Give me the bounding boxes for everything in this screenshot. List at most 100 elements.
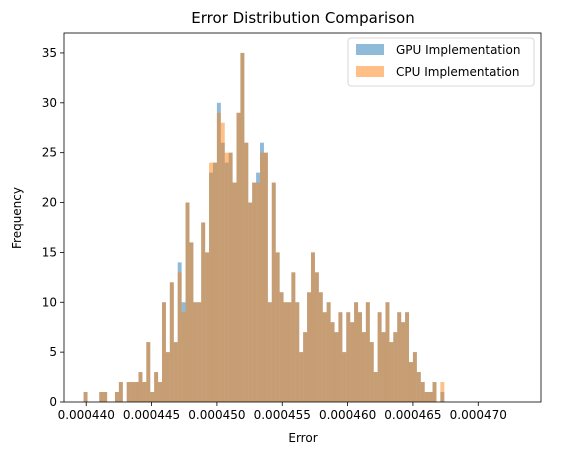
cpu-bar [118,382,123,402]
cpu-bar [377,312,382,402]
cpu-bar [310,252,315,402]
cpu-bar [181,312,186,402]
y-tick-label: 20 [42,196,57,210]
cpu-bar [177,272,182,402]
plot-frame [63,32,542,403]
cpu-bar [358,312,362,402]
cpu-bar [318,292,323,402]
cpu-bar [287,302,292,402]
cpu-bar [185,202,190,402]
cpu-bar [330,322,335,402]
cpu-bar [283,302,288,402]
cpu-bar [405,312,410,402]
cpu-bar [142,382,147,402]
cpu-bar [350,322,355,402]
cpu-bar [401,322,406,402]
cpu-bar [99,392,104,402]
cpu-bar [440,382,445,402]
cpu-bar [322,312,327,402]
y-axis-ticks: 0 5 10 15 20 25 30 35 [42,46,64,409]
cpu-bar [271,182,276,402]
cpu-bar [244,142,249,402]
cpu-bar [393,332,398,402]
x-tick-label: 0.000450 [188,408,245,422]
x-tick-label: 0.000470 [450,408,507,422]
cpu-bar [138,372,143,402]
legend-box [347,37,535,87]
cpu-bar [158,382,163,402]
cpu-bar [291,272,296,402]
cpu-bar [326,302,331,402]
cpu-bar [201,222,206,402]
cpu-bar [307,292,311,402]
legend-swatch-cpu [356,66,384,77]
legend-label-cpu: CPU Implementation [396,65,520,79]
y-axis-label: Frequency [10,187,24,249]
cpu-bar [260,152,264,402]
x-axis-label: Error [288,431,317,445]
x-tick-label: 0.000460 [319,408,376,422]
legend-swatch-gpu [356,44,384,55]
cpu-bar [83,392,88,402]
cpu-bar [220,122,225,402]
cpu-bar [165,352,170,402]
cpu-bar [299,352,304,402]
cpu-bar [389,342,394,402]
cpu-bar [420,382,425,402]
cpu-bar [134,382,139,402]
cpu-bar [346,312,351,402]
cpu-bar [385,302,390,402]
cpu-bar [126,382,131,402]
cpu-bar [216,112,221,402]
y-tick-label: 10 [42,295,57,309]
cpu-bar [212,162,217,402]
chart-title: Error Distribution Comparison [191,9,414,27]
cpu-bar [397,312,402,402]
y-tick-label: 25 [42,146,57,160]
legend-label-gpu: GPU Implementation [396,43,520,57]
cpu-bar [162,302,166,402]
cpu-bar [252,182,257,402]
cpu-bar [189,242,194,402]
cpu-bar [334,332,339,402]
bars-group [83,52,445,402]
cpu-bar [232,182,237,402]
y-tick-label: 35 [42,46,57,60]
cpu-bar [432,382,437,402]
cpu-bar [314,272,319,402]
cpu-bar [193,302,198,402]
cpu-bar [428,392,433,402]
cpu-bar [236,112,241,402]
cpu-bar [416,372,421,402]
cpu-bar [205,252,210,402]
y-tick-label: 15 [42,245,57,259]
cpu-bar [224,152,229,402]
cpu-bar [373,372,378,402]
y-tick-label: 30 [42,96,57,110]
cpu-bar [279,292,284,402]
cpu-bar [338,312,343,402]
y-tick-label: 5 [49,345,57,359]
cpu-bar [295,302,300,402]
cpu-bar [303,332,308,402]
cpu-bar [228,152,233,402]
cpu-bar [263,152,268,402]
x-tick-label: 0.000455 [254,408,311,422]
cpu-bar [361,332,366,402]
cpu-bar [381,332,386,402]
cpu-bar [424,392,429,402]
cpu-bar [267,302,272,402]
cpu-bar [103,392,108,402]
cpu-bar [173,342,178,402]
cpu-bar [354,302,359,402]
cpu-bar [409,362,413,402]
x-axis-ticks: 0.000440 0.000445 0.000450 0.000455 0.000460… [58,402,507,422]
cpu-bar [154,372,159,402]
cpu-bar [369,342,374,402]
x-tick-label: 0.000445 [123,408,180,422]
cpu-bar [412,352,417,402]
cpu-bar [248,202,253,402]
cpu-bar [209,162,213,402]
cpu-bar [146,342,151,402]
